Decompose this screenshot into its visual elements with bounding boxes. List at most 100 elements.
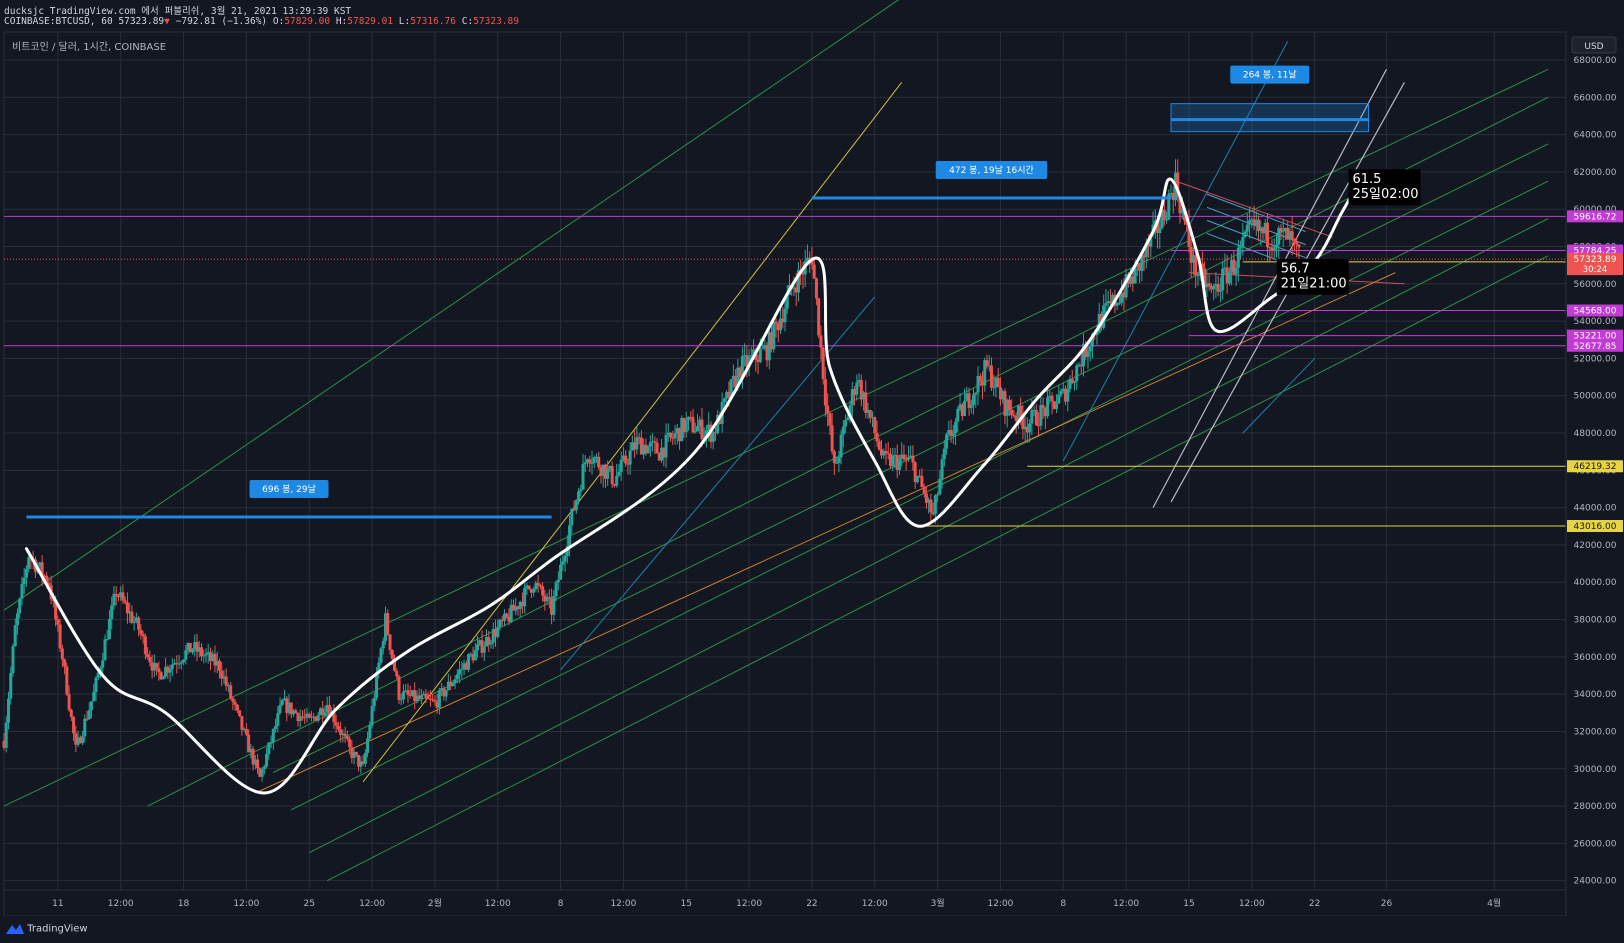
price-tick-label: 64000.00 xyxy=(1574,131,1617,141)
candle-body xyxy=(119,592,123,598)
candle-body xyxy=(22,577,26,585)
candle-body xyxy=(1259,227,1263,232)
candle-body xyxy=(808,257,812,259)
candle-body xyxy=(1086,351,1090,357)
tradingview-icon xyxy=(6,924,24,934)
candle-body xyxy=(476,644,480,651)
candle-body xyxy=(983,360,987,386)
down-arrow-icon: ▼ xyxy=(164,16,170,27)
candle-body xyxy=(707,424,711,431)
candle-body xyxy=(958,404,962,410)
candle-body xyxy=(577,491,581,501)
candle-body xyxy=(619,459,623,472)
candle-body xyxy=(1227,272,1231,284)
candle-body xyxy=(1272,247,1276,251)
annotation-box xyxy=(1348,169,1421,206)
candle-body xyxy=(1028,423,1032,433)
price-level-label: 54568.00 xyxy=(1574,307,1617,317)
price-level-label: 46219.32 xyxy=(1574,462,1617,472)
candle-body xyxy=(893,455,897,457)
candle-body xyxy=(157,668,161,673)
candle-body xyxy=(559,564,563,580)
candle-body xyxy=(1084,343,1088,357)
candle-body xyxy=(1153,220,1157,225)
time-tick-label: 15 xyxy=(1183,899,1194,909)
candle-body xyxy=(514,606,518,611)
candle-body xyxy=(884,450,888,454)
candle-body xyxy=(1133,266,1137,284)
last-price-countdown: 30:24 xyxy=(1583,265,1608,275)
candle-body xyxy=(1185,220,1189,225)
currency-badge[interactable] xyxy=(1571,36,1617,54)
candle-body xyxy=(967,393,971,408)
candle-body xyxy=(233,702,237,705)
candle-body xyxy=(767,332,771,361)
candle-body xyxy=(112,593,116,606)
time-axis[interactable]: 11 12:00 18 12:00 25 12:00 2월 12:00 8 12:00 15 12:0… xyxy=(52,897,1501,909)
candle-body xyxy=(238,710,242,717)
candle-body xyxy=(318,708,322,715)
candle-body xyxy=(184,650,188,660)
candle-body xyxy=(794,287,798,293)
candle-body xyxy=(42,575,46,577)
time-tick-label: 26 xyxy=(1381,899,1393,909)
candle-body xyxy=(651,441,655,443)
candle-body xyxy=(1138,262,1142,271)
candle-body xyxy=(830,425,834,452)
candle-body xyxy=(256,759,260,769)
price-axis[interactable] xyxy=(1566,32,1624,916)
price-tick-label: 34000.00 xyxy=(1574,690,1617,700)
price-chart[interactable]: 696 봉, 29날 472 봉, 19날 16시간 264 봉, 11날 61.5… xyxy=(0,0,1624,916)
candle-body xyxy=(574,500,578,511)
candle-body xyxy=(738,367,742,378)
price-level-badge xyxy=(1567,329,1623,342)
grid xyxy=(4,32,1566,890)
tradingview-logo[interactable]: TradingView xyxy=(6,923,88,935)
candle-body xyxy=(556,579,560,583)
candle-body xyxy=(473,650,477,661)
candle-body xyxy=(164,666,168,677)
candle-body xyxy=(756,359,760,362)
price-tick-label: 56000.00 xyxy=(1574,280,1617,290)
candle-body xyxy=(1243,231,1247,238)
candle-body xyxy=(691,417,695,433)
price-tick-label: 52000.00 xyxy=(1574,354,1617,364)
candle-body xyxy=(1097,313,1101,333)
candle-body xyxy=(785,294,789,309)
candle-body xyxy=(1147,243,1151,247)
candle-body xyxy=(624,455,628,464)
candle-body xyxy=(69,709,73,718)
candle-body xyxy=(565,546,569,557)
candle-body xyxy=(186,642,190,651)
candle-body xyxy=(846,417,850,421)
candle-body xyxy=(235,704,239,711)
candle-body xyxy=(341,733,345,735)
candle-body xyxy=(1079,364,1083,367)
candle-body xyxy=(137,617,141,630)
candle-body xyxy=(646,446,650,454)
candle-body xyxy=(954,421,958,434)
candle-body xyxy=(1187,224,1191,247)
candle-body xyxy=(1189,246,1193,263)
candle-body xyxy=(150,662,154,671)
candle-body xyxy=(922,487,926,494)
candle-body xyxy=(125,602,129,614)
candle-body xyxy=(446,681,450,690)
candle-body xyxy=(740,356,744,378)
channel-line-green xyxy=(3,68,1549,807)
candle-body xyxy=(384,613,388,641)
candle-body xyxy=(655,442,659,454)
candle-body xyxy=(686,416,690,420)
channel-line-green xyxy=(3,0,900,611)
price-tick-label: 42000.00 xyxy=(1574,541,1617,551)
candle-body xyxy=(251,748,255,765)
candle-body xyxy=(381,640,385,649)
candle-body xyxy=(888,454,892,467)
candle-body xyxy=(1014,415,1018,421)
candle-body xyxy=(1135,262,1139,267)
candle-body xyxy=(1266,222,1270,248)
candle-body xyxy=(502,613,506,621)
candle-body xyxy=(208,652,212,661)
annotation-box xyxy=(1276,258,1349,295)
candle-body xyxy=(633,442,637,450)
